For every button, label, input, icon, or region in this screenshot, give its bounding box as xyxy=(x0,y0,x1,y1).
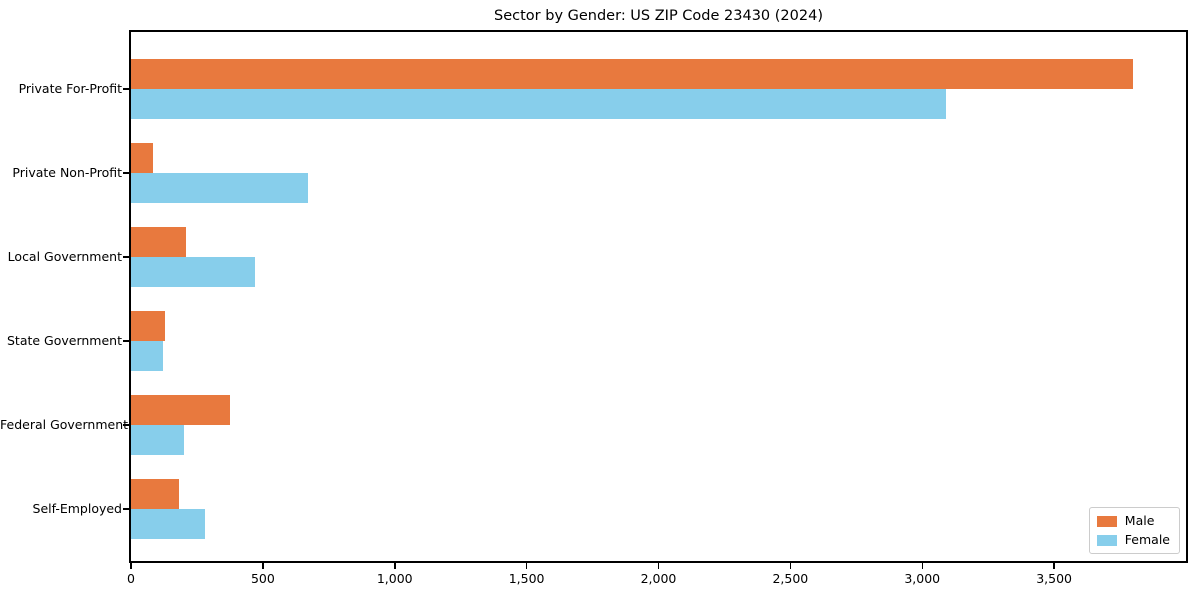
x-tick-label: 2,000 xyxy=(640,571,677,586)
x-tick-mark xyxy=(1053,563,1055,569)
male-bar-local-government xyxy=(131,227,187,257)
male-bar-private-non-profit xyxy=(131,143,154,173)
x-tick-mark xyxy=(921,563,923,569)
female-color-swatch xyxy=(1096,534,1117,546)
x-tick-label: 0 xyxy=(127,571,135,586)
male-color-swatch xyxy=(1096,515,1117,527)
female-bar-private-non-profit xyxy=(131,173,308,203)
y-axis-label-state-government: State Government xyxy=(6,333,122,348)
legend: Male Female xyxy=(1088,507,1180,554)
y-tick-mark xyxy=(123,508,129,510)
x-tick-mark xyxy=(394,563,396,569)
x-tick-mark xyxy=(657,563,660,569)
male-bar-private-for-profit xyxy=(131,59,1134,89)
bars-layer xyxy=(131,32,1186,561)
plot-area: Male Female xyxy=(129,30,1188,563)
x-tick-mark xyxy=(789,563,792,569)
x-tick-label: 3,500 xyxy=(1036,571,1073,586)
y-axis-label-federal-government: Federal Government xyxy=(0,417,129,432)
y-tick-mark xyxy=(123,340,129,342)
y-tick-mark xyxy=(123,88,129,90)
x-tick-label: 2,500 xyxy=(772,571,809,586)
female-bar-self-employed xyxy=(131,509,205,539)
x-tick-mark xyxy=(262,563,264,569)
legend-label-female: Female xyxy=(1124,532,1170,547)
y-axis-label-self-employed: Self-Employed xyxy=(32,501,122,516)
chart-title: Sector by Gender: US ZIP Code 23430 (202… xyxy=(494,8,823,24)
female-bar-private-for-profit xyxy=(131,89,946,119)
x-tick-label: 3,000 xyxy=(904,571,941,586)
legend-item-male: Male xyxy=(1096,513,1170,528)
male-bar-self-employed xyxy=(131,479,179,509)
y-tick-mark xyxy=(123,256,129,258)
y-tick-mark xyxy=(123,424,129,426)
y-axis-label-private-non-profit: Private Non-Profit xyxy=(12,165,122,180)
y-tick-mark xyxy=(123,172,129,174)
female-bar-federal-government xyxy=(131,425,184,455)
x-tick-mark xyxy=(130,563,132,569)
x-tick-mark xyxy=(525,563,528,569)
female-bar-state-government xyxy=(131,341,163,371)
male-bar-state-government xyxy=(131,311,166,341)
x-tick-label: 1,000 xyxy=(376,571,413,586)
y-axis-label-local-government: Local Government xyxy=(7,249,122,264)
x-tick-label: 500 xyxy=(250,571,275,586)
female-bar-local-government xyxy=(131,257,255,287)
x-tick-label: 1,500 xyxy=(508,571,545,586)
legend-item-female: Female xyxy=(1096,532,1170,547)
legend-label-male: Male xyxy=(1124,513,1155,528)
male-bar-federal-government xyxy=(131,395,230,425)
y-axis-label-private-for-profit: Private For-Profit xyxy=(18,81,122,96)
